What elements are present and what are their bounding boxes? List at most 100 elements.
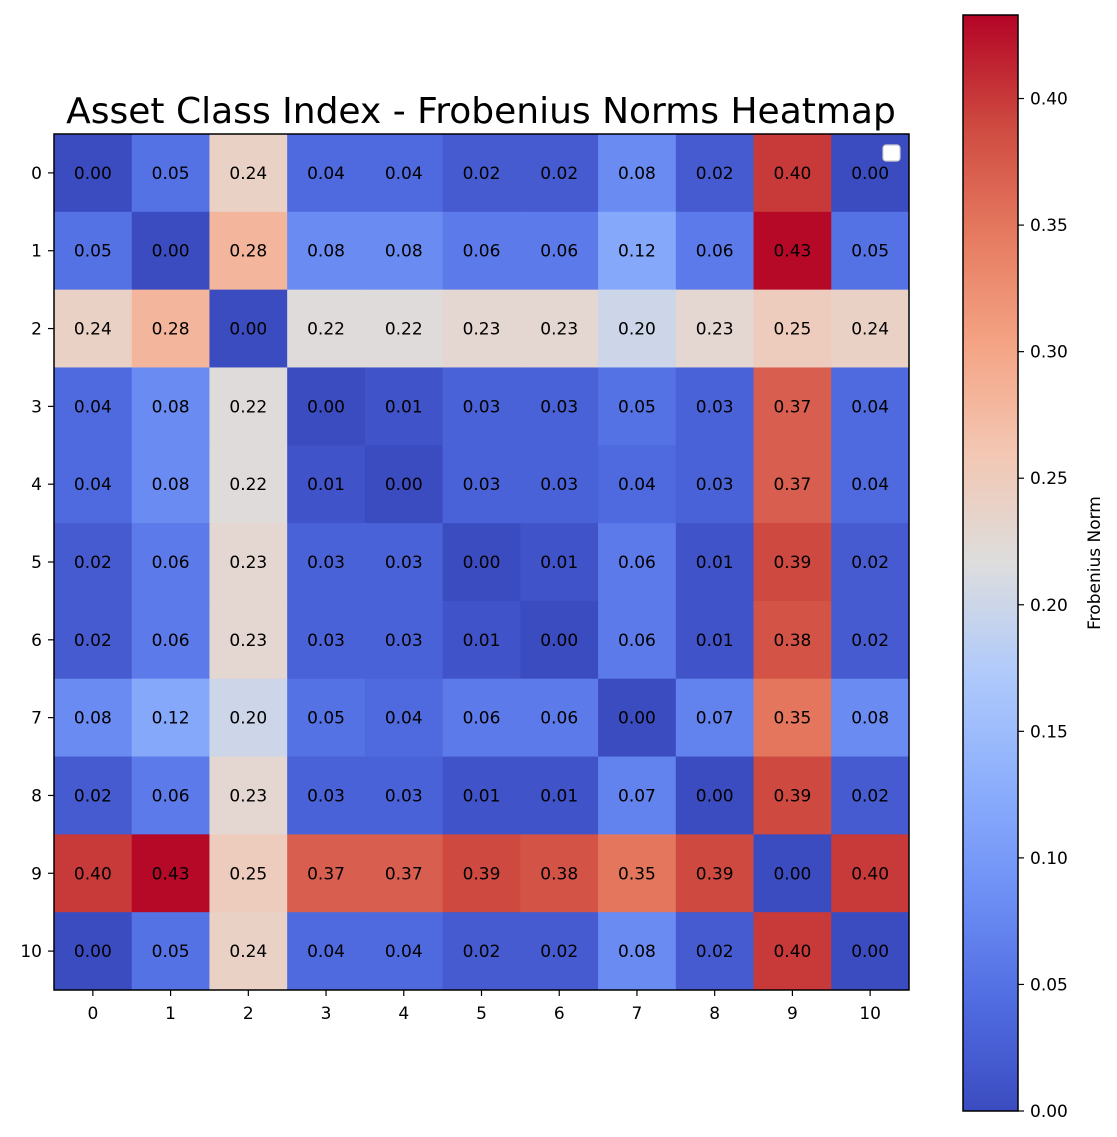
cell-value-label: 0.05 <box>152 942 190 962</box>
cell-value-label: 0.43 <box>773 242 811 262</box>
cell-value-label: 0.04 <box>385 942 423 962</box>
cell-value-label: 0.08 <box>618 164 656 184</box>
heatmap-cell-10-9 <box>753 912 832 991</box>
heatmap-cell-0-4 <box>364 134 444 213</box>
heatmap-cell-9-4 <box>364 834 444 913</box>
heatmap-cell-2-9 <box>753 289 832 368</box>
heatmap-cell-2-4 <box>364 289 444 368</box>
colorbar-tick-label: 0.15 <box>1030 722 1068 742</box>
heatmap-cell-4-5 <box>442 445 521 524</box>
cell-value-label: 0.03 <box>385 631 423 651</box>
heatmap-cell-0-5 <box>442 134 521 213</box>
y-tick-label: 5 <box>31 553 42 573</box>
cell-value-label: 0.38 <box>540 864 578 884</box>
cell-value-label: 0.02 <box>463 942 501 962</box>
heatmap-cell-4-6 <box>520 445 599 524</box>
heatmap-cell-5-5 <box>442 523 521 602</box>
cell-value-label: 0.39 <box>696 864 734 884</box>
cell-value-label: 0.38 <box>773 631 811 651</box>
cell-value-label: 0.08 <box>385 242 423 262</box>
heatmap-cell-2-8 <box>675 289 755 368</box>
cell-value-label: 0.00 <box>385 475 423 495</box>
cell-value-label: 0.37 <box>385 864 423 884</box>
colorbar-tick-label: 0.00 <box>1030 1102 1068 1122</box>
x-tick-label: 10 <box>859 1004 881 1024</box>
heatmap-cell-2-10 <box>831 289 910 368</box>
cell-value-label: 0.25 <box>773 320 811 340</box>
colorbar-frame <box>962 14 1019 1112</box>
heatmap-cell-4-0 <box>54 445 133 524</box>
cell-value-label: 0.02 <box>540 942 578 962</box>
cell-value-label: 0.37 <box>307 864 345 884</box>
cell-value-label: 0.06 <box>152 553 190 573</box>
y-tick-label: 0 <box>31 164 42 184</box>
heatmap-cell-3-5 <box>442 367 521 446</box>
heatmap-cell-5-7 <box>598 523 677 602</box>
cell-value-label: 0.28 <box>229 242 267 262</box>
cell-value-label: 0.07 <box>696 709 734 729</box>
cell-value-label: 0.39 <box>773 786 811 806</box>
cell-value-label: 0.07 <box>618 786 656 806</box>
heatmap-cell-1-10 <box>831 211 910 291</box>
cell-value-label: 0.01 <box>463 631 501 651</box>
cell-value-label: 0.06 <box>463 242 501 262</box>
cell-value-label: 0.02 <box>74 786 112 806</box>
heatmap-cell-8-7 <box>598 756 677 835</box>
cell-value-label: 0.02 <box>696 164 734 184</box>
heatmap-cell-2-6 <box>520 289 599 368</box>
y-tick-label: 10 <box>20 942 42 962</box>
heatmap-cell-6-7 <box>598 600 677 680</box>
cell-value-label: 0.08 <box>618 942 656 962</box>
x-tick-label: 9 <box>787 1004 798 1024</box>
legend-empty-box <box>882 144 901 162</box>
heatmap-cell-10-5 <box>442 912 521 991</box>
cell-value-label: 0.00 <box>851 942 889 962</box>
cell-value-label: 0.04 <box>307 942 345 962</box>
chart-title: Asset Class Index - Frobenius Norms Heat… <box>66 91 896 132</box>
colorbar-tick-label: 0.40 <box>1030 90 1068 110</box>
cell-value-label: 0.02 <box>851 786 889 806</box>
cell-value-label: 0.03 <box>463 475 501 495</box>
heatmap-cell-5-2 <box>209 523 288 602</box>
heatmap-cell-3-10 <box>831 367 910 446</box>
heatmap-cell-10-1 <box>131 912 210 991</box>
heatmap-cell-9-0 <box>54 834 133 913</box>
heatmap-cell-2-2 <box>209 289 288 368</box>
heatmap-cell-7-8 <box>675 678 755 758</box>
cell-value-label: 0.20 <box>618 320 656 340</box>
cell-value-label: 0.08 <box>851 709 889 729</box>
cell-value-label: 0.43 <box>152 864 190 884</box>
cell-value-label: 0.20 <box>229 709 267 729</box>
heatmap-cell-0-9 <box>753 134 832 213</box>
cell-value-label: 0.06 <box>618 631 656 651</box>
cell-value-label: 0.04 <box>851 475 889 495</box>
cell-value-label: 0.22 <box>307 320 345 340</box>
y-axis-ticks: 0 1 2 3 4 5 6 7 8 9 10 <box>20 164 54 962</box>
heatmap-cell-6-8 <box>675 600 755 680</box>
heatmap-cell-3-0 <box>54 367 133 446</box>
heatmap-cell-labels: 0.00 0.05 0.24 0.04 0.04 0.02 0.02 0.08 0.02 0.40… <box>74 164 889 962</box>
cell-value-label: 0.40 <box>773 164 811 184</box>
heatmap-cell-4-1 <box>131 445 210 524</box>
heatmap-cell-8-1 <box>131 756 210 835</box>
y-tick-label: 6 <box>31 631 42 651</box>
heatmap-cell-5-4 <box>364 523 444 602</box>
heatmap-cell-4-7 <box>598 445 677 524</box>
heatmap-cell-0-3 <box>287 134 366 213</box>
cell-value-label: 0.06 <box>618 553 656 573</box>
heatmap-cell-2-5 <box>442 289 521 368</box>
heatmap-cell-10-10 <box>831 912 910 991</box>
cell-value-label: 0.04 <box>385 164 423 184</box>
cell-value-label: 0.00 <box>540 631 578 651</box>
heatmap-cell-4-9 <box>753 445 832 524</box>
cell-value-label: 0.12 <box>152 709 190 729</box>
cell-value-label: 0.06 <box>152 786 190 806</box>
heatmap-cell-7-10 <box>831 678 910 758</box>
cell-value-label: 0.05 <box>307 709 345 729</box>
cell-value-label: 0.39 <box>773 553 811 573</box>
x-tick-label: 6 <box>554 1004 565 1024</box>
heatmap-cell-9-2 <box>209 834 288 913</box>
legend-box <box>882 144 901 162</box>
cell-value-label: 0.01 <box>540 786 578 806</box>
heatmap-cell-3-7 <box>598 367 677 446</box>
